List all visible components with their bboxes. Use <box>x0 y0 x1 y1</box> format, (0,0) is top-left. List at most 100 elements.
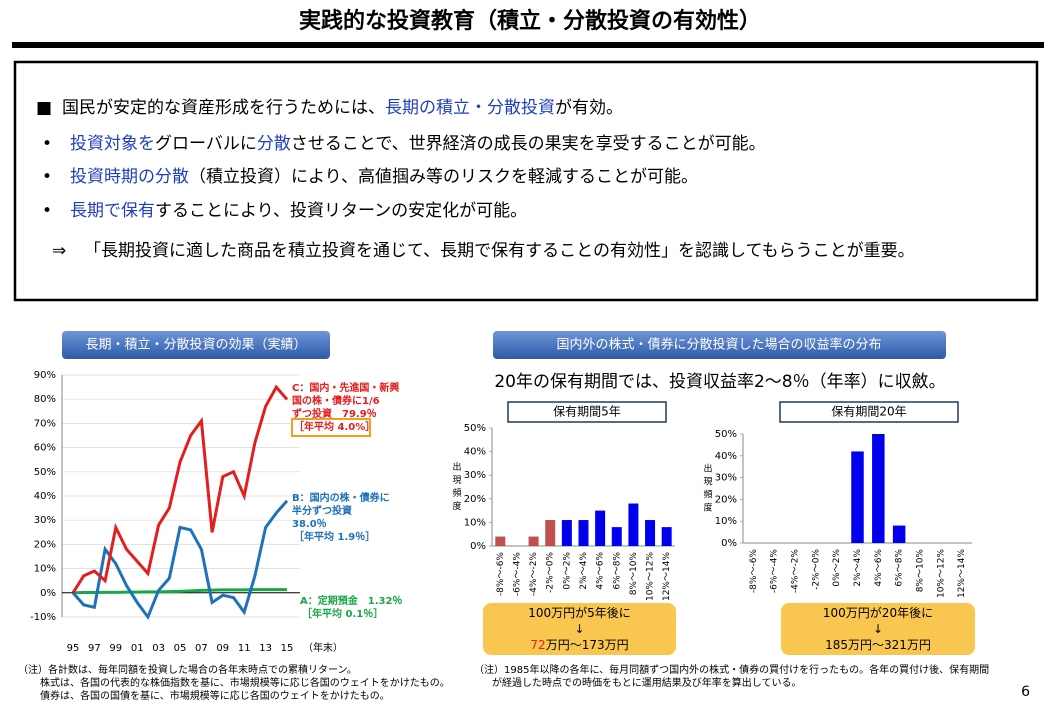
x-tick-label: -8%～-6% <box>749 549 759 593</box>
x-tick-label: -2%～0% <box>546 552 556 593</box>
x-tick-label: -4%～-2% <box>791 549 801 593</box>
text-segment: ↓ <box>574 622 584 636</box>
text-segment: 「長期投資に適した商品を積立投資を通じて、長期で保有することの有効性」を認識して… <box>84 241 915 261</box>
bar <box>578 520 589 546</box>
note: 株式は、各国の代表的な株価指数を基に、市場規模等に応じ各国のウェイトをかけたもの… <box>40 676 450 689</box>
callout-line: 72万円～173万円 <box>530 638 628 652</box>
y-tick-label: 50% <box>715 429 737 440</box>
y-tick-label: 20% <box>715 494 737 505</box>
text-segment: 185万円～321万円 <box>825 638 931 652</box>
x-tick-label: 6%～8% <box>895 549 905 587</box>
text-segment: （積立投資）により、高値掴み等のリスクを軽減することが可能。 <box>189 167 698 187</box>
text-segment: グローバルに <box>155 134 257 154</box>
y-tick-label: -10% <box>30 612 56 623</box>
bar <box>528 536 539 546</box>
bullet: • <box>42 201 52 221</box>
text-segment: 投資時期の分散 <box>70 167 189 187</box>
text-segment: 国民が安定的な資産形成を行うためには、 <box>62 98 385 118</box>
y-tick-label: 40% <box>715 451 737 462</box>
series-line <box>71 499 289 621</box>
title-rule <box>12 42 1044 48</box>
bar <box>645 520 656 546</box>
x-tick-label: 09 <box>216 643 229 654</box>
y-tick-label: 20% <box>34 539 56 550</box>
callout-line: ↓ <box>873 622 883 636</box>
bullet: ■ <box>36 98 52 118</box>
series-average: ［年平均 1.9％］ <box>294 530 375 543</box>
y-tick-label: 40% <box>464 447 486 458</box>
summary-box <box>13 60 1039 302</box>
x-tick-label: 13 <box>259 643 272 654</box>
summary-line: 投資時期の分散（積立投資）により、高値掴み等のリスクを軽減することが可能。 <box>70 167 698 187</box>
series-label: A：定期預金 1.32％ <box>300 594 402 607</box>
y-tick-label: 10% <box>715 516 737 527</box>
series-label: B：国内の株・債券に <box>292 491 390 504</box>
y-tick-label: 0% <box>40 588 56 599</box>
text-segment: 分散 <box>257 134 291 154</box>
bar <box>561 520 572 546</box>
x-tick-label: -6%～-4% <box>770 549 780 593</box>
series-average: ［年平均 0.1％］ <box>302 607 383 620</box>
summary-line: 「長期投資に適した商品を積立投資を通じて、長期で保有することの有効性」を認識して… <box>84 241 915 261</box>
series-label: 38.0％ <box>292 518 327 530</box>
x-tick-label: 10%～12% <box>936 549 946 598</box>
y-tick-label: 20% <box>464 494 486 505</box>
note: （注）1985年以降の各年に、毎月同額ずつ国内外の株式・債券の買付けを行ったもの… <box>474 663 989 676</box>
page-number: 6 <box>1021 684 1030 700</box>
text-segment: が有効。 <box>555 98 623 118</box>
x-tick-label: 05 <box>174 643 187 654</box>
x-tick-label: 0%～2% <box>562 552 572 590</box>
section-title: 国内外の株式・債券に分散投資した場合の収益率の分布 <box>556 337 881 353</box>
note: （注）各計数は、毎年同額を投資した場合の各年末時点での累積リターン。 <box>18 663 357 676</box>
x-tick-label: 8%～10% <box>915 549 925 593</box>
bar <box>495 536 506 546</box>
text-segment: ↓ <box>873 622 883 636</box>
series-label: 半分ずつ投資 <box>292 504 352 517</box>
x-tick-label: 15 <box>281 643 294 654</box>
bar <box>628 503 639 546</box>
note: 債券は、各国の国債を基に、市場規模等に応じ各国のウェイトをかけたもの。 <box>40 689 390 702</box>
section-title: 長期・積立・分散投資の効果（実績） <box>85 337 306 353</box>
x-tick-label: 11 <box>238 643 251 654</box>
text-segment: 投資対象を <box>70 134 155 154</box>
subtitle-box <box>779 401 959 423</box>
callout-box <box>781 603 975 655</box>
x-tick-label: 2%～4% <box>579 552 589 590</box>
bar <box>595 510 606 546</box>
text-segment: 100万円が5年後に <box>528 605 631 620</box>
x-tick-label: 2%～4% <box>853 549 863 587</box>
x-tick-label: 0%～2% <box>832 549 842 587</box>
section-header <box>62 331 330 359</box>
text-segment: させることで、世界経済の成長の果実を享受することが可能。 <box>291 134 766 154</box>
series-label: 国の株・債券に1/6 <box>292 394 380 407</box>
x-tick-label: 8%～10% <box>629 552 639 596</box>
series-average: ［年平均 4.0%］ <box>294 420 375 433</box>
text-segment: 万円～173万円 <box>546 638 629 652</box>
callout-box <box>483 603 676 655</box>
bullet: ⇒ <box>52 241 66 261</box>
summary-line: 国民が安定的な資産形成を行うためには、長期の積立・分散投資が有効。 <box>62 98 623 118</box>
x-tick-label: 03 <box>152 643 165 654</box>
page-title: 実践的な投資教育（積立・分散投資の有効性） <box>299 8 761 34</box>
callout-line: 100万円が5年後に <box>528 605 631 620</box>
bullet: • <box>42 167 52 187</box>
bar <box>611 527 622 546</box>
summary-line: 長期で保有することにより、投資リターンの安定化が可能。 <box>70 201 527 221</box>
bar <box>892 525 906 543</box>
bar <box>872 434 885 543</box>
y-tick-label: 60% <box>34 443 56 454</box>
x-tick-label: 12%～14% <box>662 552 672 601</box>
subheading: 20年の保有期間では、投資収益率2～8％（年率）に収斂。 <box>494 372 945 392</box>
y-tick-label: 50% <box>34 467 56 478</box>
y-tick-label: 80% <box>34 394 56 405</box>
y-tick-label: 0% <box>470 541 486 552</box>
y-tick-label: 40% <box>34 491 56 502</box>
y-tick-label: 10% <box>34 564 56 575</box>
x-unit: （年末） <box>303 641 343 654</box>
text-segment: 長期で保有 <box>70 201 155 221</box>
series-label: ずつ投資 79.9％ <box>292 407 377 420</box>
x-tick-label: 6%～8% <box>612 552 622 590</box>
x-tick-label: 01 <box>131 643 144 654</box>
